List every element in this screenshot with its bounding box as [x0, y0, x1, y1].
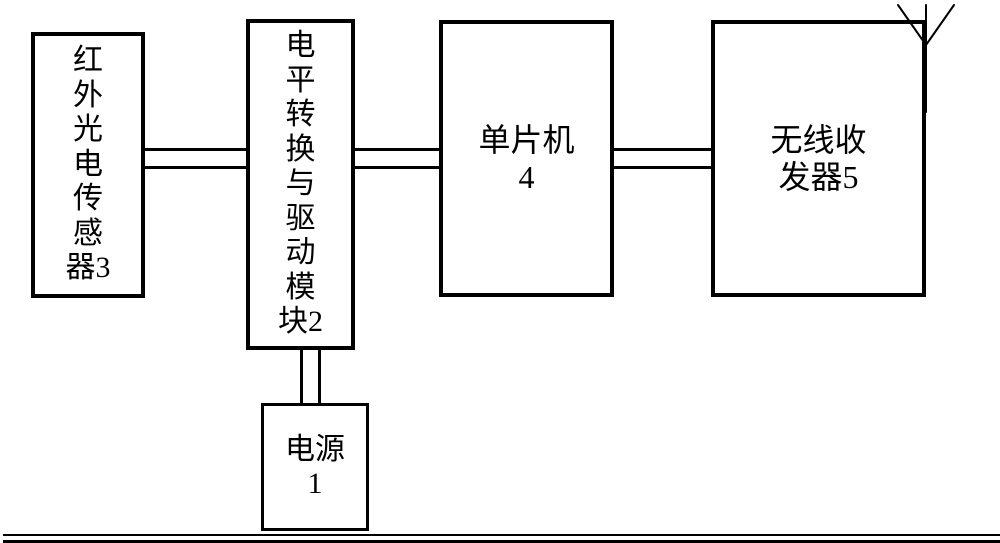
block-mcu: 单片机 4	[439, 20, 614, 297]
diagram-canvas: 红 外 光 电 传 感 器3 电 平 转 换 与 驱 动 模 块2 单片机 4 …	[0, 0, 1000, 543]
footer-line	[3, 534, 1000, 536]
edge-sensor-level_driver	[145, 148, 246, 151]
label-power: 电源 1	[285, 433, 345, 502]
edge-level_driver-power	[300, 350, 303, 403]
label-infrared-sensor: 红 外 光 电 传 感 器3	[66, 44, 111, 286]
edge-level_driver-mcu	[355, 148, 439, 151]
label-level-driver: 电 平 转 换 与 驱 动 模 块2	[278, 29, 323, 340]
block-power: 电源 1	[261, 403, 369, 531]
edge-sensor-level_driver	[145, 166, 246, 169]
edge-mcu-radio	[614, 148, 711, 151]
block-radio-transceiver: 无线收 发器5	[711, 20, 926, 297]
block-infrared-sensor: 红 外 光 电 传 感 器3	[31, 32, 145, 298]
edge-level_driver-mcu	[355, 166, 439, 169]
antenna-icon	[896, 3, 956, 114]
block-level-driver: 电 平 转 换 与 驱 动 模 块2	[246, 19, 355, 350]
label-radio-transceiver: 无线收 发器5	[770, 122, 866, 196]
label-mcu: 单片机 4	[478, 122, 574, 196]
edge-level_driver-power	[318, 350, 321, 403]
edge-mcu-radio	[614, 166, 711, 169]
